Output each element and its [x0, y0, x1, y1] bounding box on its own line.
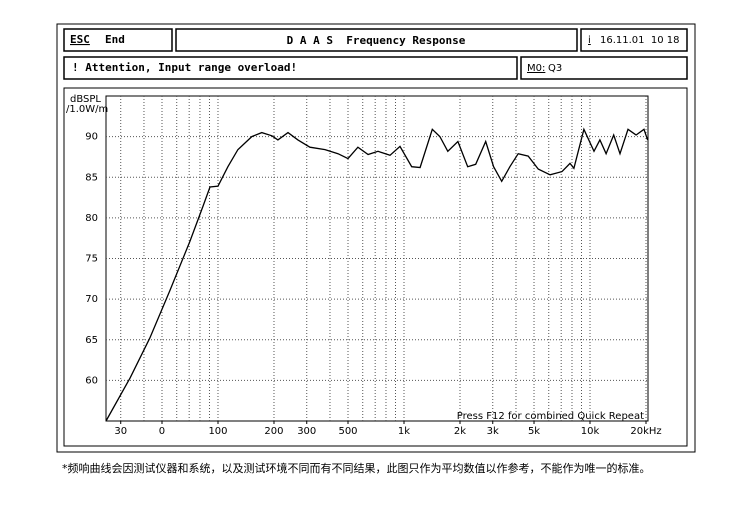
y-tick-label: 90 [85, 132, 98, 143]
date-box [580, 28, 688, 52]
datetime: 16.11.01 10 18 [600, 35, 680, 46]
end-label[interactable]: End [105, 33, 125, 46]
chart-frame [63, 87, 688, 447]
x-tick-label: 30 [114, 426, 127, 437]
chart-note: Press F12 for combined Quick Repeat [457, 411, 644, 422]
x-tick-label: 3k [487, 426, 499, 437]
x-tick-label: 200 [264, 426, 283, 437]
x-tick-label: 0 [159, 426, 165, 437]
y-tick-label: 75 [85, 254, 98, 265]
x-tick-label: 2k [454, 426, 466, 437]
y-tick-label: 80 [85, 213, 98, 224]
x-tick-label: 20kHz [630, 426, 661, 437]
mode-key[interactable]: M0: [527, 63, 545, 74]
x-tick-label: 10k [581, 426, 600, 437]
x-tick-label: 500 [338, 426, 357, 437]
window-title: D A A S Frequency Response [287, 34, 466, 47]
x-tick-label: 5k [528, 426, 540, 437]
title-box [175, 28, 578, 52]
y-tick-label: 85 [85, 172, 98, 183]
response-curve [105, 127, 649, 422]
y-tick-label: 70 [85, 294, 98, 305]
esc-key[interactable]: ESC [70, 33, 90, 46]
y-axis-label: /1.0W/m [66, 104, 108, 115]
mode-value: Q3 [548, 63, 562, 74]
info-key[interactable]: i [588, 35, 591, 46]
message-box [63, 56, 518, 80]
footnote: *频响曲线会因测试仪器和系统，以及测试环境不同而有不同结果，此图只作为平均数值以… [62, 461, 651, 475]
status-message: ! Attention, Input range overload! [72, 61, 297, 74]
mode-box [520, 56, 688, 80]
y-tick-label: 60 [85, 375, 98, 386]
y-tick-label: 65 [85, 335, 98, 346]
y-axis-label: dBSPL [70, 94, 101, 105]
x-tick-label: 300 [297, 426, 316, 437]
x-tick-label: 100 [208, 426, 227, 437]
x-tick-label: 1k [398, 426, 410, 437]
esc-box [63, 28, 173, 52]
